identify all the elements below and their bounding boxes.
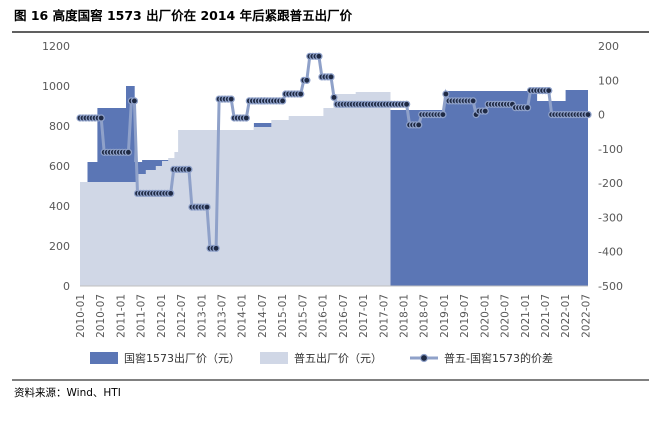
y-right-tick-label: -500 bbox=[598, 280, 623, 293]
x-tick-label: 2021-01 bbox=[520, 294, 532, 338]
x-tick-label: 2010-07 bbox=[95, 294, 107, 338]
y-right-tick-label: 100 bbox=[598, 74, 619, 87]
y-right-tick-label: 200 bbox=[598, 40, 619, 53]
y-right-tick-label: -100 bbox=[598, 143, 623, 156]
x-tick-label: 2016-07 bbox=[338, 294, 350, 338]
x-tick-label: 2012-07 bbox=[176, 294, 188, 338]
diff-point bbox=[303, 76, 311, 84]
diff-point bbox=[327, 73, 335, 81]
x-tick-label: 2022-01 bbox=[560, 294, 572, 338]
diff-point bbox=[242, 114, 250, 122]
x-tick-label: 2019-07 bbox=[459, 294, 471, 338]
legend-swatch-guojiao bbox=[90, 352, 118, 364]
diff-point bbox=[403, 100, 411, 108]
y-left-tick-label: 0 bbox=[63, 280, 70, 293]
area-series-puwu bbox=[80, 92, 391, 286]
source-note: 资料来源：Wind、HTI bbox=[14, 386, 121, 399]
x-tick-label: 2013-07 bbox=[217, 294, 229, 338]
x-tick-label: 2015-07 bbox=[297, 294, 309, 338]
y-right-tick-label: -300 bbox=[598, 211, 623, 224]
diff-point bbox=[469, 97, 477, 105]
x-tick-label: 2020-07 bbox=[500, 294, 512, 338]
legend-swatch-diff-marker bbox=[419, 353, 429, 363]
x-tick-label: 2015-01 bbox=[277, 294, 289, 338]
diff-point bbox=[297, 90, 305, 98]
diff-point bbox=[315, 52, 323, 60]
diff-point bbox=[124, 148, 132, 156]
diff-point bbox=[279, 97, 287, 105]
diff-point bbox=[227, 95, 235, 103]
legend-label: 国窖1573出厂价（元） bbox=[124, 351, 240, 365]
x-tick-label: 2014-01 bbox=[237, 294, 249, 338]
diff-point bbox=[212, 244, 220, 252]
diff-point bbox=[439, 110, 447, 119]
diff-point bbox=[523, 104, 532, 112]
diff-point bbox=[130, 97, 138, 105]
y-left-tick-label: 600 bbox=[49, 160, 70, 173]
x-tick-label: 2012-01 bbox=[156, 294, 168, 338]
x-tick-label: 2011-01 bbox=[115, 294, 127, 338]
y-left-tick-label: 1200 bbox=[42, 40, 70, 53]
figure-title: 图 16 高度国窖 1573 出厂价在 2014 年后紧跟普五出厂价 bbox=[14, 8, 353, 23]
x-tick-label: 2018-07 bbox=[419, 294, 431, 338]
y-left-tick-label: 1000 bbox=[42, 80, 70, 93]
y-right-tick-label: -400 bbox=[598, 246, 623, 259]
diff-point bbox=[167, 189, 175, 197]
diff-point bbox=[97, 114, 105, 122]
x-tick-label: 2017-01 bbox=[358, 294, 370, 338]
y-right-tick-label: 0 bbox=[598, 109, 605, 122]
y-left-tick-label: 400 bbox=[49, 200, 70, 213]
plot-area: 020040060080010001200-500-400-300-200-10… bbox=[42, 40, 623, 338]
x-tick-label: 2016-01 bbox=[318, 294, 330, 338]
x-tick-label: 2010-01 bbox=[75, 294, 87, 338]
x-tick-label: 2014-07 bbox=[257, 294, 269, 338]
y-left-tick-label: 800 bbox=[49, 120, 70, 133]
diff-point bbox=[481, 107, 489, 115]
legend-swatch-puwu bbox=[260, 352, 288, 364]
legend-label: 普五-国窖1573的价差 bbox=[444, 351, 553, 365]
diff-point bbox=[185, 165, 193, 173]
x-tick-label: 2021-07 bbox=[540, 294, 552, 338]
diff-point bbox=[584, 110, 592, 119]
diff-point bbox=[203, 203, 211, 211]
x-tick-label: 2022-07 bbox=[581, 294, 593, 338]
diff-point bbox=[415, 121, 423, 129]
x-tick-label: 2019-01 bbox=[439, 294, 451, 338]
diff-point bbox=[330, 93, 338, 102]
y-right-tick-label: -200 bbox=[598, 177, 623, 190]
x-tick-label: 2011-07 bbox=[136, 294, 148, 338]
legend-label: 普五出厂价（元） bbox=[294, 351, 382, 365]
legend: 国窖1573出厂价（元） 普五出厂价（元） 普五-国窖1573的价差 bbox=[90, 351, 553, 365]
x-tick-label: 2020-01 bbox=[479, 294, 491, 338]
x-tick-label: 2018-01 bbox=[399, 294, 411, 338]
x-tick-label: 2013-01 bbox=[196, 294, 208, 338]
x-tick-label: 2017-07 bbox=[378, 294, 390, 338]
y-left-tick-label: 200 bbox=[49, 240, 70, 253]
diff-point bbox=[442, 90, 450, 98]
diff-point bbox=[545, 86, 553, 95]
